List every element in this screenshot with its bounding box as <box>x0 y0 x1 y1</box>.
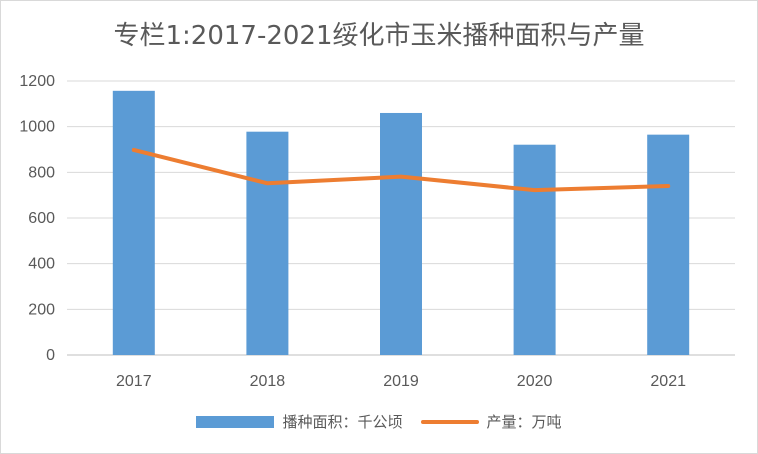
x-tick-label: 2021 <box>650 373 686 390</box>
y-tick-label: 200 <box>28 301 55 318</box>
x-tick-label: 2020 <box>517 373 553 390</box>
y-tick-label: 400 <box>28 256 55 273</box>
bar <box>246 131 289 355</box>
x-tick-label: 2017 <box>116 373 152 390</box>
y-tick-label: 0 <box>46 347 55 364</box>
legend-item-area: 播种面积：千公顷 <box>196 411 403 432</box>
bar <box>513 144 556 355</box>
legend-swatch-line <box>420 419 479 424</box>
x-tick-label: 2018 <box>250 373 286 390</box>
chart-legend: 播种面积：千公顷 产量：万吨 <box>1 411 757 432</box>
bar <box>647 134 690 355</box>
y-tick-label: 800 <box>28 164 55 181</box>
bar <box>380 112 422 355</box>
legend-item-output: 产量：万吨 <box>420 411 562 432</box>
legend-swatch-bar <box>196 415 275 428</box>
y-tick-label: 1200 <box>19 73 55 90</box>
y-tick-label: 600 <box>28 210 55 227</box>
legend-label-area: 播种面积：千公顷 <box>282 413 403 431</box>
y-tick-label: 1000 <box>19 119 55 136</box>
chart-title: 专栏1:2017-2021绥化市玉米播种面积与产量 <box>113 21 645 51</box>
legend-label-output: 产量：万吨 <box>486 413 562 431</box>
bar <box>112 90 155 356</box>
x-tick-label: 2019 <box>383 373 419 390</box>
